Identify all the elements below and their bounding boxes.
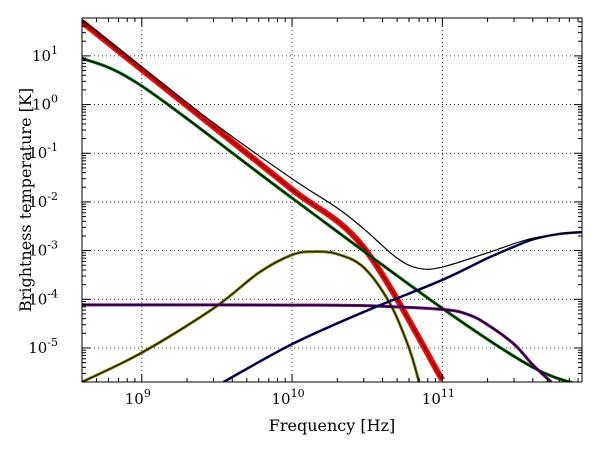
x-axis-label: Frequency [Hz]	[269, 416, 396, 435]
series-line-3	[82, 250, 421, 382]
tick-exponent: -5	[47, 336, 58, 349]
y-tick-label: 10-4	[28, 287, 58, 308]
y-tick-label: 10-1	[28, 141, 58, 162]
series-line-1	[82, 19, 445, 382]
tick-exponent: 0	[51, 93, 58, 106]
series-line-6	[82, 18, 582, 270]
tick-base: 10	[422, 390, 441, 408]
y-tick-label: 10-2	[28, 190, 58, 211]
tick-exponent: -4	[47, 287, 58, 300]
tick-exponent: 10	[291, 387, 305, 400]
tick-base: 10	[28, 144, 47, 162]
tick-base: 10	[28, 242, 47, 260]
tick-base: 10	[125, 390, 144, 408]
y-tick-label: 101	[32, 44, 58, 65]
y-tick-label: 100	[32, 93, 58, 114]
plot-background	[82, 18, 582, 382]
tick-base: 10	[28, 193, 47, 211]
x-tick-label: 109	[125, 387, 151, 408]
tick-base: 10	[28, 339, 47, 357]
plot-frame	[81, 17, 583, 383]
tick-exponent: -1	[47, 141, 58, 154]
x-tick-label: 1011	[422, 387, 455, 408]
tick-exponent: 1	[51, 44, 58, 57]
series-line-2	[82, 56, 576, 382]
tick-base: 10	[272, 390, 291, 408]
series-line-core	[82, 21, 443, 381]
tick-base: 10	[32, 96, 51, 114]
minor-ticks	[81, 17, 582, 383]
y-axis-label: Brightness temperature [K]	[16, 88, 35, 312]
y-tick-label: 10-5	[28, 336, 58, 357]
tick-exponent: -2	[47, 190, 58, 203]
y-tick-label: 10-3	[28, 239, 58, 260]
series-line-4	[82, 303, 553, 382]
series-line-core	[82, 304, 552, 382]
tick-base: 10	[32, 47, 51, 65]
series-line-core	[82, 57, 572, 382]
tick-exponent: 9	[144, 387, 151, 400]
series-line-core	[82, 251, 420, 382]
x-tick-labels: 109 1010 1011	[125, 387, 455, 408]
tick-base: 10	[28, 290, 47, 308]
x-tick-label: 1010	[272, 387, 305, 408]
series-line-core	[82, 18, 582, 270]
series-group	[82, 18, 582, 382]
tick-exponent: -3	[47, 239, 58, 252]
tick-exponent: 11	[441, 387, 455, 400]
